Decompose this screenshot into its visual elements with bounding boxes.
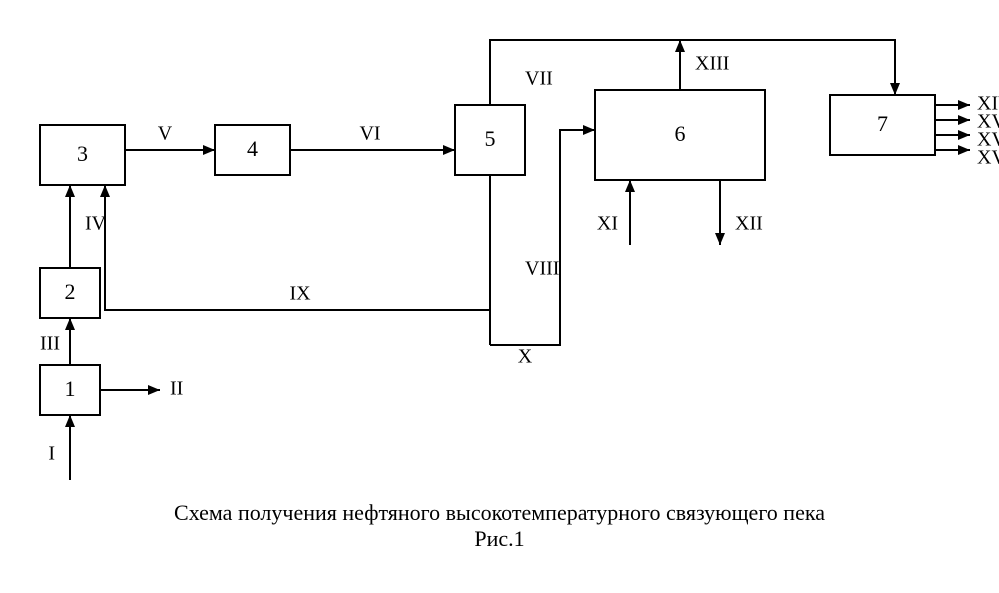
edge-label-eI: I: [48, 443, 55, 465]
edge-label-eXI: XI: [597, 213, 618, 235]
edge-label-eXVII: XVII: [977, 147, 999, 169]
edge-label-eX: X: [518, 346, 533, 368]
edge-label-eVIII: VIII: [525, 258, 559, 280]
edge-label-eIII: III: [40, 333, 60, 355]
node-label-n5: 5: [485, 126, 496, 151]
edge-label-eV: V: [158, 123, 173, 145]
node-label-n6: 6: [675, 121, 686, 146]
edge-label-eIV: IV: [85, 213, 107, 235]
node-label-n7: 7: [877, 111, 888, 136]
edge-label-eXIII: XIII: [695, 53, 729, 75]
edge-label-eVII: VII: [525, 68, 553, 90]
node-label-n3: 3: [77, 141, 88, 166]
node-label-n1: 1: [65, 376, 76, 401]
edge-label-eII: II: [170, 378, 183, 400]
node-label-n4: 4: [247, 136, 258, 161]
caption-line-1: Схема получения нефтяного высокотемперат…: [0, 500, 999, 526]
caption-line-2: Рис.1: [0, 526, 999, 552]
edge-label-eIX: IX: [289, 283, 311, 305]
flow-diagram: IIIIIIIVVVIVIIVIIIIXXXIXIIXIIIXIVXVXVIXV…: [0, 0, 999, 500]
node-label-n2: 2: [65, 279, 76, 304]
edge-label-eXII: XII: [735, 213, 763, 235]
edge-label-eVI: VI: [359, 123, 380, 145]
